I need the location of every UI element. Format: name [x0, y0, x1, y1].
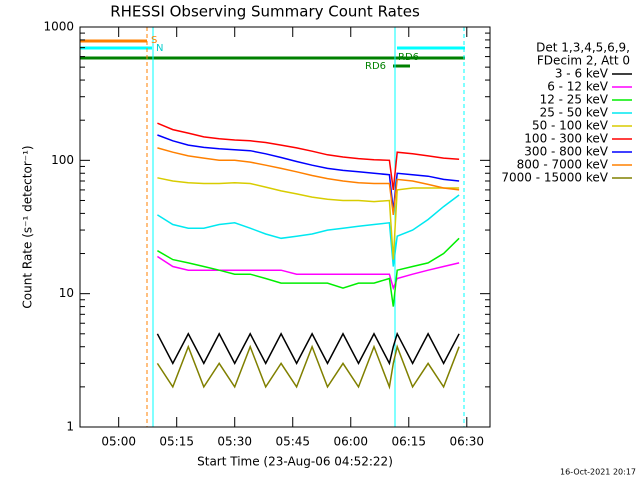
series-line	[157, 194, 460, 267]
legend-label: 100 - 300 keV	[524, 132, 608, 146]
series-line	[157, 237, 460, 307]
series-line	[157, 122, 460, 190]
series-line	[157, 134, 460, 211]
annotation: RD6	[398, 52, 419, 63]
legend-label: 800 - 7000 keV	[517, 158, 609, 172]
series-line	[157, 147, 460, 215]
legend-title: Det 1,3,4,5,6,9,	[536, 41, 630, 55]
x-tick-label: 05:45	[275, 435, 310, 449]
legend-label: 25 - 50 keV	[540, 106, 609, 120]
legend-label: 7000 - 15000 keV	[501, 171, 608, 185]
series-line	[156, 255, 460, 291]
y-tick-label: 1	[66, 420, 74, 434]
annotation: RD6	[365, 61, 386, 72]
x-tick-label: 05:30	[217, 435, 252, 449]
series-line	[156, 344, 460, 390]
legend-label: 6 - 12 keV	[547, 80, 609, 94]
plot-frame	[79, 26, 491, 428]
chart-title: RHESSI Observing Summary Count Rates	[110, 3, 420, 21]
legend-label: 300 - 800 keV	[524, 145, 608, 159]
legend-label: 3 - 6 keV	[555, 67, 609, 81]
footer: 16-Oct-2021 20:17	[560, 468, 636, 477]
annotation: N	[156, 43, 163, 54]
x-tick-label: 06:15	[391, 435, 426, 449]
x-tick-label: 05:00	[101, 435, 136, 449]
series-line	[157, 177, 460, 260]
legend-label: 50 - 100 keV	[532, 119, 609, 133]
y-axis-label: Count Rate (s⁻¹ detector⁻¹)	[21, 145, 35, 308]
y-tick-label: 100	[51, 153, 74, 167]
y-tick-label: 10	[59, 286, 74, 300]
legend-label: 12 - 25 keV	[540, 93, 609, 107]
x-tick-label: 05:15	[159, 435, 194, 449]
legend-title: FDecim 2, Att 0	[537, 54, 630, 68]
x-tick-label: 06:00	[333, 435, 368, 449]
annotation: S	[151, 35, 157, 46]
y-tick-label: 1000	[43, 20, 74, 34]
x-axis-label: Start Time (23-Aug-06 04:52:22)	[197, 455, 393, 469]
series-line	[156, 331, 460, 366]
x-tick-label: 06:30	[449, 435, 484, 449]
